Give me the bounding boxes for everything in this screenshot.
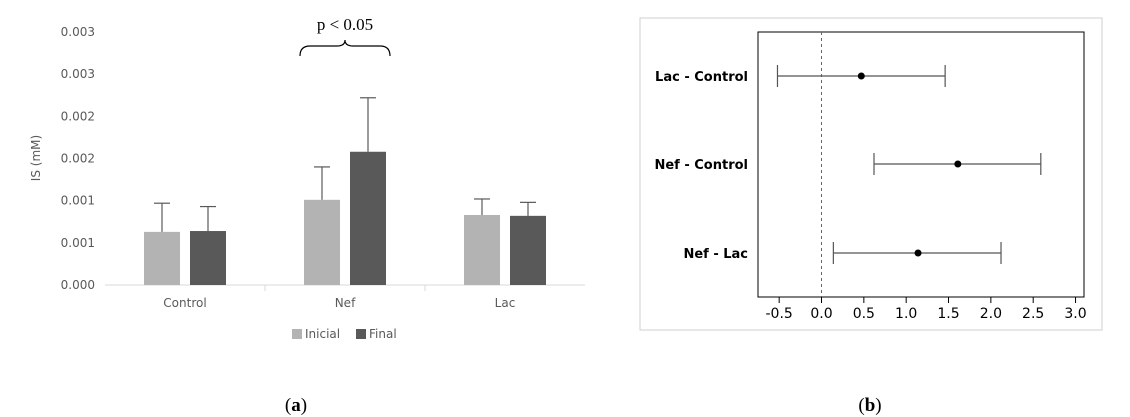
x-axis-categories: Control Nef Lac xyxy=(163,285,515,310)
x-tick-label: 1.5 xyxy=(937,306,959,322)
x-tick-label: 0.5 xyxy=(853,306,875,322)
y-tick-label: 0.002 xyxy=(61,109,95,123)
y-tick-label: 0.000 xyxy=(61,278,95,292)
panel-b-interval-plot: Lac - Control Nef - Control Nef - Lac -0.5… xyxy=(639,17,1103,331)
y-axis-ticks: 0.000 0.001 0.001 0.002 0.002 0.003 0.003 xyxy=(61,25,95,292)
y-tick-label: 0.001 xyxy=(61,236,95,250)
legend: Inicial Final xyxy=(292,327,397,341)
legend-swatch-inicial xyxy=(292,329,302,339)
bar-final-lac xyxy=(510,215,546,285)
x-category-label: Nef xyxy=(335,296,356,310)
x-tick-label: 2.0 xyxy=(980,306,1002,322)
error-bars xyxy=(154,97,536,232)
y-tick-label: 0.001 xyxy=(61,194,95,208)
significance-annotation: p < 0.05 xyxy=(299,15,391,57)
legend-label-inicial: Inicial xyxy=(305,327,340,341)
estimate-point xyxy=(914,249,922,257)
p-value-label: p < 0.05 xyxy=(317,15,373,34)
comparison-label: Lac - Control xyxy=(655,70,748,85)
bar-inicial-control xyxy=(144,231,180,285)
legend-label-final: Final xyxy=(369,327,397,341)
y-tick-label: 0.003 xyxy=(61,25,95,39)
comparison-label: Nef - Lac xyxy=(683,247,748,262)
y-tick-label: 0.003 xyxy=(61,67,95,81)
x-tick-label: 2.5 xyxy=(1022,306,1044,322)
panel-a-bar-chart: IS (mM) 0.0000.0010.0010.0020.0020.0030.… xyxy=(29,15,585,341)
x-tick-label: 3.0 xyxy=(1064,306,1086,322)
legend-swatch-final xyxy=(356,329,366,339)
x-axis-ticks: -0.5 0.0 0.5 1.0 1.5 2.0 2.5 3.0 xyxy=(766,297,1087,322)
comparison-labels: Lac - Control Nef - Control Nef - Lac xyxy=(654,70,748,262)
y-tick-label: 0.002 xyxy=(61,152,95,166)
y-axis-label: IS (mM) xyxy=(29,135,43,181)
bars xyxy=(144,151,546,285)
panel-letter-b: b xyxy=(865,395,876,416)
bar-inicial-lac xyxy=(464,215,500,285)
estimate-point xyxy=(954,160,962,168)
x-tick-label: 0.0 xyxy=(810,306,832,322)
panel-frame xyxy=(639,17,1103,331)
confidence-intervals xyxy=(776,65,1042,264)
plot-area xyxy=(757,31,1085,298)
bracket xyxy=(299,39,391,57)
comparison-label: Nef - Control xyxy=(654,158,748,173)
x-tick-label: 1.0 xyxy=(895,306,917,322)
panel-label-b: (b) xyxy=(858,395,881,416)
x-category-label: Lac xyxy=(495,296,516,310)
estimate-point xyxy=(857,72,865,80)
bar-inicial-nef xyxy=(304,199,340,285)
panel-letter-a: a xyxy=(291,395,301,416)
bar-final-nef xyxy=(350,151,386,285)
panel-label-a: (a) xyxy=(285,395,307,416)
x-category-label: Control xyxy=(163,296,206,310)
x-tick-label: -0.5 xyxy=(766,306,793,322)
bar-final-control xyxy=(190,231,226,285)
